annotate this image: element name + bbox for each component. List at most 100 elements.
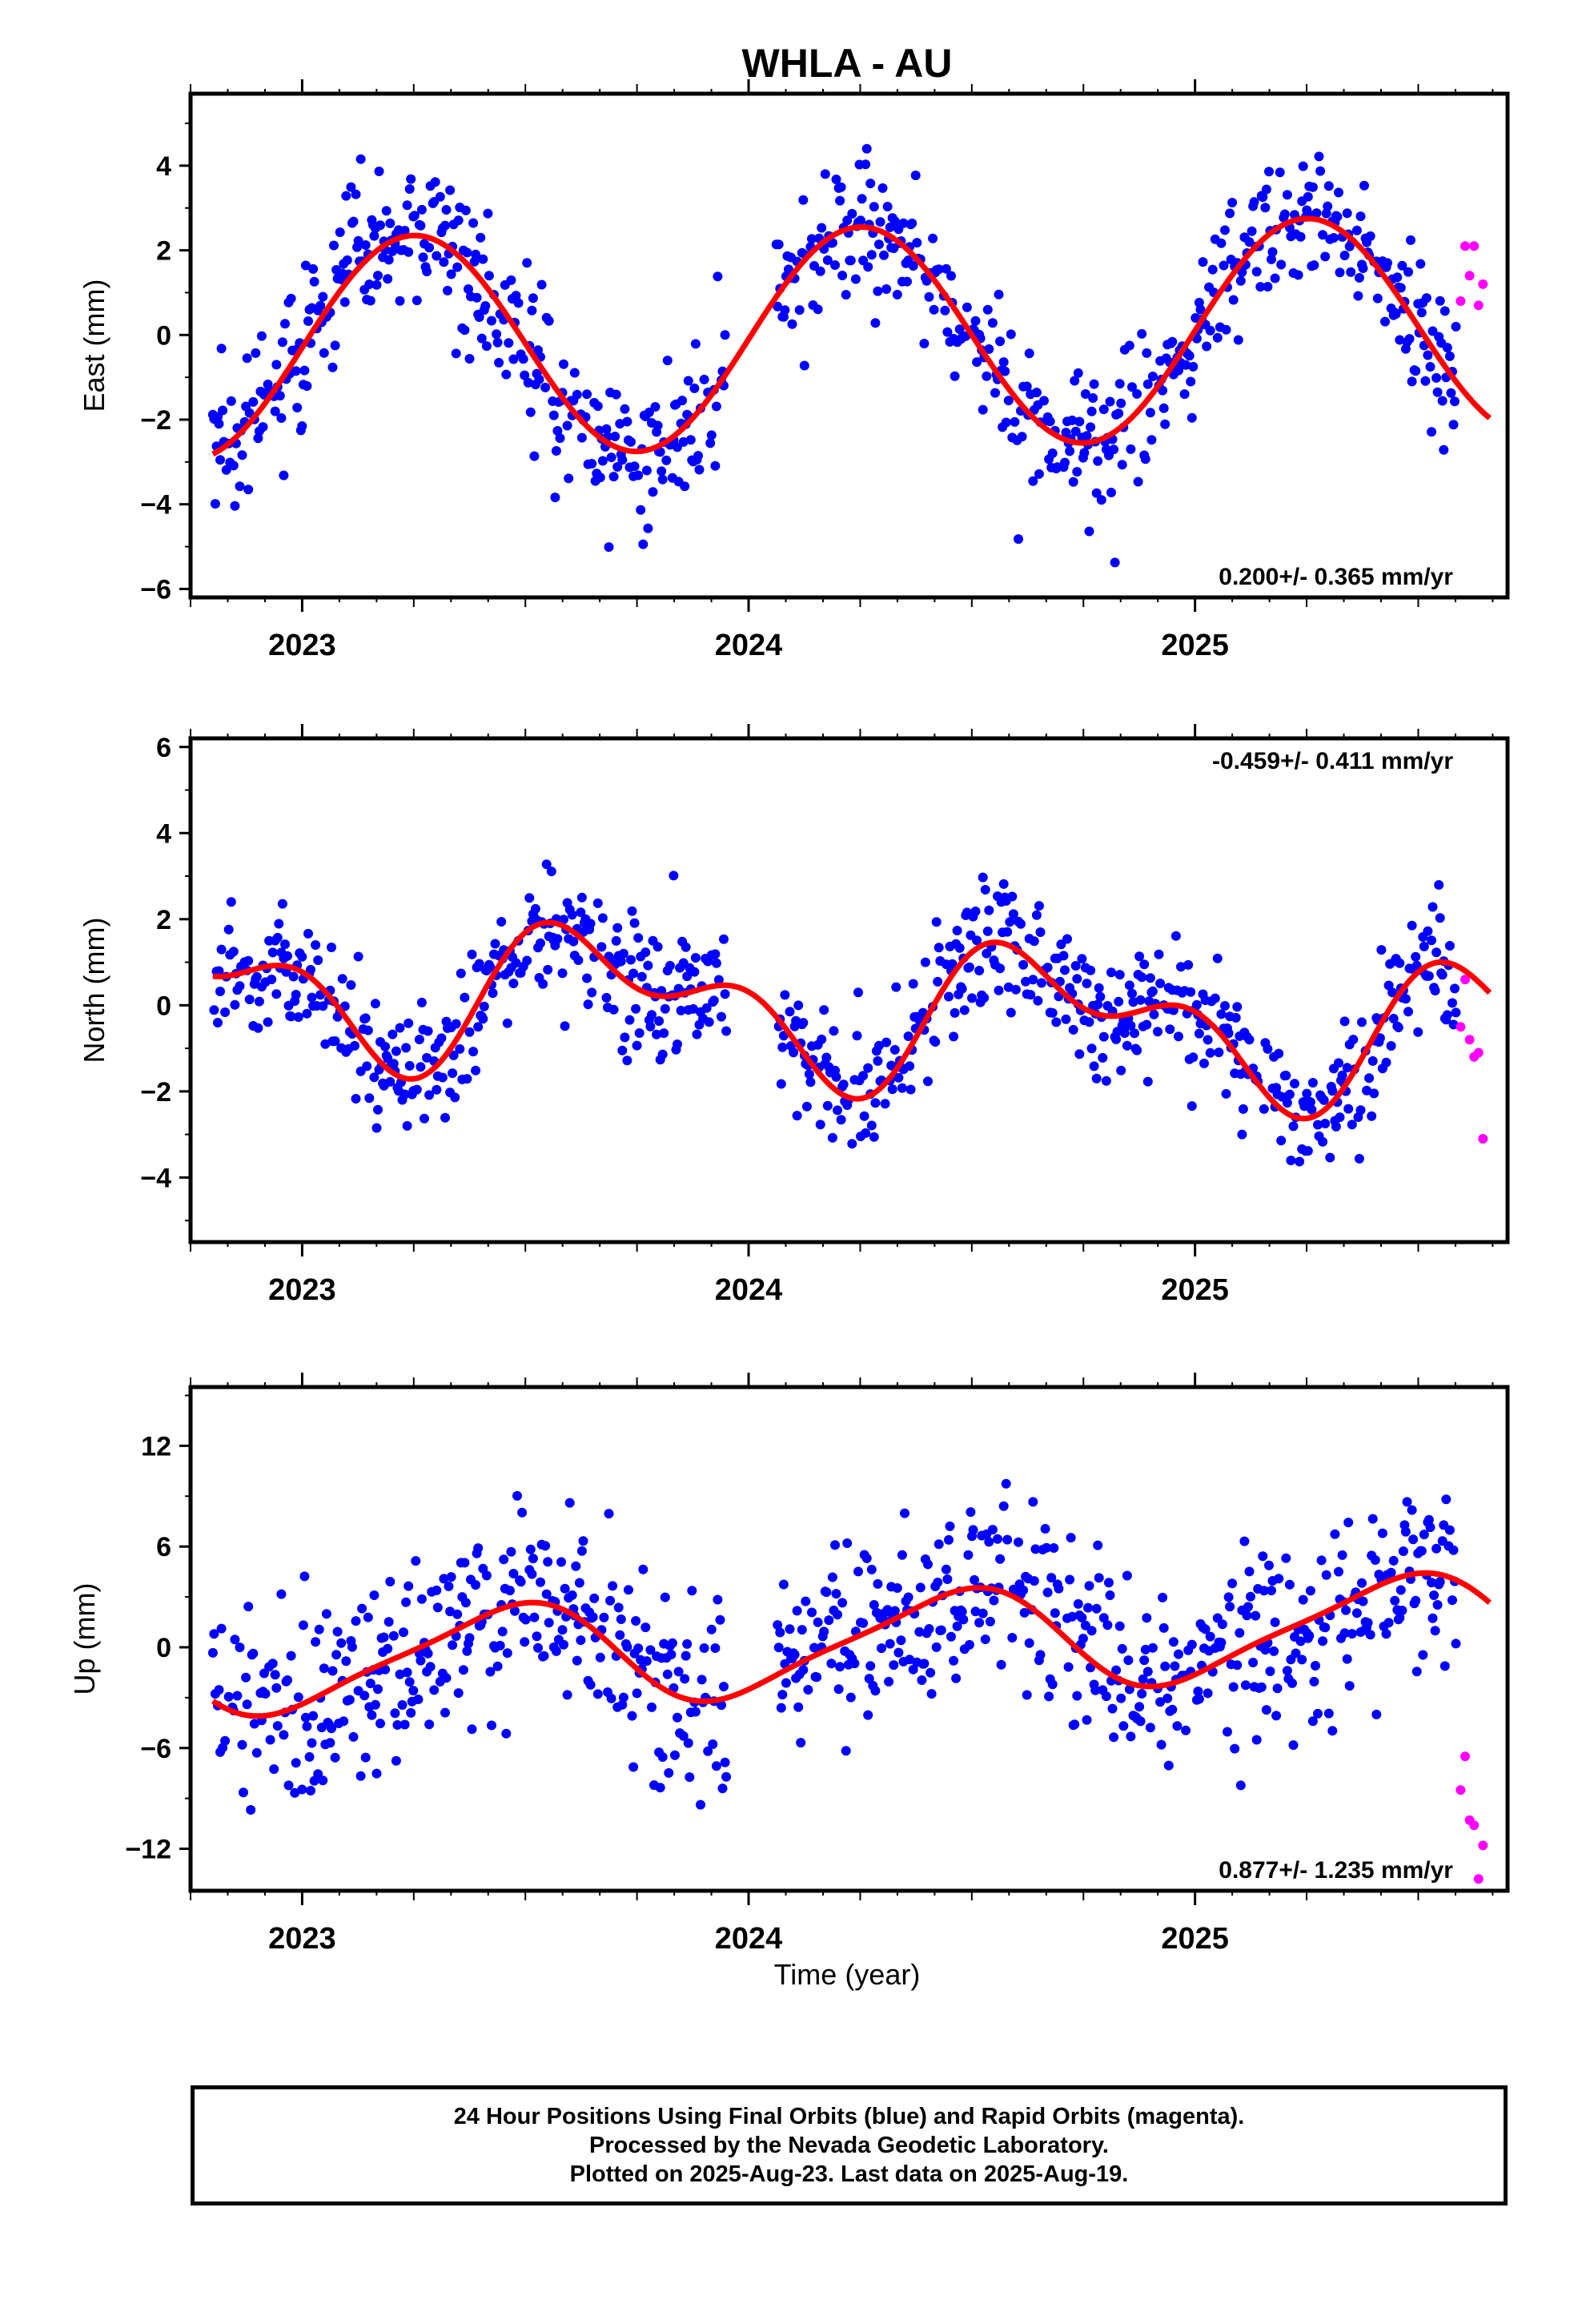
final-orbit-point: [859, 1111, 869, 1121]
final-orbit-point: [1019, 1607, 1030, 1618]
final-orbit-point: [606, 452, 616, 463]
final-orbit-point: [564, 473, 574, 484]
final-orbit-point: [980, 885, 990, 895]
final-orbit-point: [644, 407, 654, 417]
final-orbit-point: [1232, 1660, 1243, 1671]
final-orbit-point: [1303, 1146, 1313, 1156]
final-orbit-point: [617, 1045, 628, 1055]
final-orbit-point: [588, 1612, 598, 1622]
final-orbit-point: [576, 1546, 587, 1556]
final-orbit-point: [404, 1677, 415, 1687]
final-orbit-point: [293, 1012, 303, 1022]
final-orbit-point: [350, 1040, 359, 1051]
final-orbit-point: [592, 1689, 603, 1699]
final-orbit-point: [1342, 208, 1352, 219]
final-orbit-point: [713, 975, 724, 985]
final-orbit-point: [1261, 184, 1271, 195]
final-orbit-point: [572, 1655, 582, 1666]
final-orbit-point: [404, 1018, 414, 1028]
final-orbit-point: [1233, 335, 1243, 345]
final-orbit-point: [1316, 1555, 1327, 1566]
final-orbit-point: [1450, 983, 1460, 994]
final-orbit-point: [1275, 167, 1285, 178]
final-orbit-point: [1090, 1685, 1101, 1695]
final-orbit-point: [517, 1507, 528, 1518]
final-orbit-point: [801, 1101, 812, 1112]
final-orbit-point: [942, 1574, 953, 1584]
final-orbit-point: [990, 388, 1000, 398]
final-orbit-point: [685, 435, 696, 445]
final-orbit-point: [835, 1662, 845, 1672]
final-orbit-point: [934, 264, 944, 275]
final-orbit-point: [249, 1719, 259, 1729]
final-orbit-point: [587, 459, 597, 468]
final-orbit-point: [1419, 1530, 1429, 1540]
final-orbit-point: [721, 1771, 732, 1782]
final-orbit-point: [920, 957, 930, 967]
final-orbit-point: [1022, 381, 1032, 392]
final-orbit-point: [710, 1643, 721, 1653]
final-orbit-point: [1188, 361, 1199, 372]
final-orbit-point: [1243, 1602, 1253, 1612]
final-orbit-point: [931, 917, 942, 927]
final-orbit-point: [964, 962, 974, 972]
chart-title: WHLA - AU: [742, 41, 953, 86]
final-orbit-point: [1102, 1620, 1113, 1630]
final-orbit-point: [274, 919, 284, 929]
final-orbit-point: [1145, 408, 1155, 418]
rapid-orbit-point: [1456, 296, 1466, 306]
final-orbit-point: [1327, 1726, 1338, 1736]
final-orbit-point: [265, 1735, 275, 1745]
final-orbit-point: [1431, 1543, 1442, 1554]
final-orbit-point: [861, 1553, 872, 1563]
final-orbit-point: [327, 362, 338, 372]
final-orbit-point: [1444, 351, 1455, 361]
final-orbit-point: [889, 216, 900, 227]
final-orbit-point: [1295, 231, 1306, 242]
final-orbit-point: [936, 1625, 946, 1635]
final-orbit-point: [777, 1042, 788, 1052]
final-orbit-point: [787, 319, 797, 329]
final-orbit-point: [597, 456, 608, 466]
final-orbit-point: [1193, 1687, 1203, 1696]
final-orbit-point: [1026, 990, 1036, 1000]
final-orbit-point: [441, 1673, 452, 1683]
final-orbit-point: [1142, 348, 1152, 358]
final-orbit-point: [897, 1083, 907, 1093]
final-orbit-point: [1423, 350, 1433, 360]
final-orbit-point: [1153, 1027, 1162, 1037]
final-orbit-point: [306, 964, 315, 975]
final-orbit-point: [934, 1539, 944, 1550]
final-orbit-point: [902, 276, 912, 287]
final-orbit-point: [360, 240, 371, 250]
final-orbit-point: [1070, 426, 1081, 436]
final-orbit-point: [302, 1721, 312, 1731]
final-orbit-point: [248, 396, 259, 407]
east-panel: −6 −4 −2 0 2 4 2023 2024 2025 East (mm) 0.200+/- 0…: [78, 79, 1510, 662]
final-orbit-point: [870, 318, 881, 328]
final-orbit-point: [416, 1594, 427, 1604]
final-orbit-point: [919, 1659, 930, 1669]
final-orbit-point: [430, 177, 440, 187]
final-orbit-point: [1451, 1007, 1461, 1018]
final-orbit-point: [1242, 1610, 1252, 1621]
final-orbit-point: [1383, 1618, 1394, 1628]
final-orbit-point: [1067, 1611, 1078, 1622]
final-orbit-point: [820, 169, 830, 179]
final-orbit-point: [346, 980, 356, 990]
rapid-orbit-points: [1456, 241, 1488, 311]
final-orbit-point: [631, 1003, 641, 1014]
final-orbit-point: [1251, 1735, 1262, 1745]
final-orbit-point: [277, 337, 287, 348]
final-orbit-point: [308, 263, 319, 274]
final-orbit-point: [241, 1672, 251, 1683]
final-orbit-point: [448, 1068, 458, 1079]
final-orbit-point: [286, 293, 296, 304]
final-orbit-point: [390, 1708, 400, 1719]
final-orbit-point: [1354, 1153, 1364, 1164]
final-orbit-point: [307, 1738, 317, 1748]
final-orbit-point: [1105, 1590, 1115, 1600]
final-orbit-point: [544, 316, 554, 326]
final-orbit-point: [1142, 1613, 1152, 1623]
final-orbit-point: [446, 1572, 456, 1582]
